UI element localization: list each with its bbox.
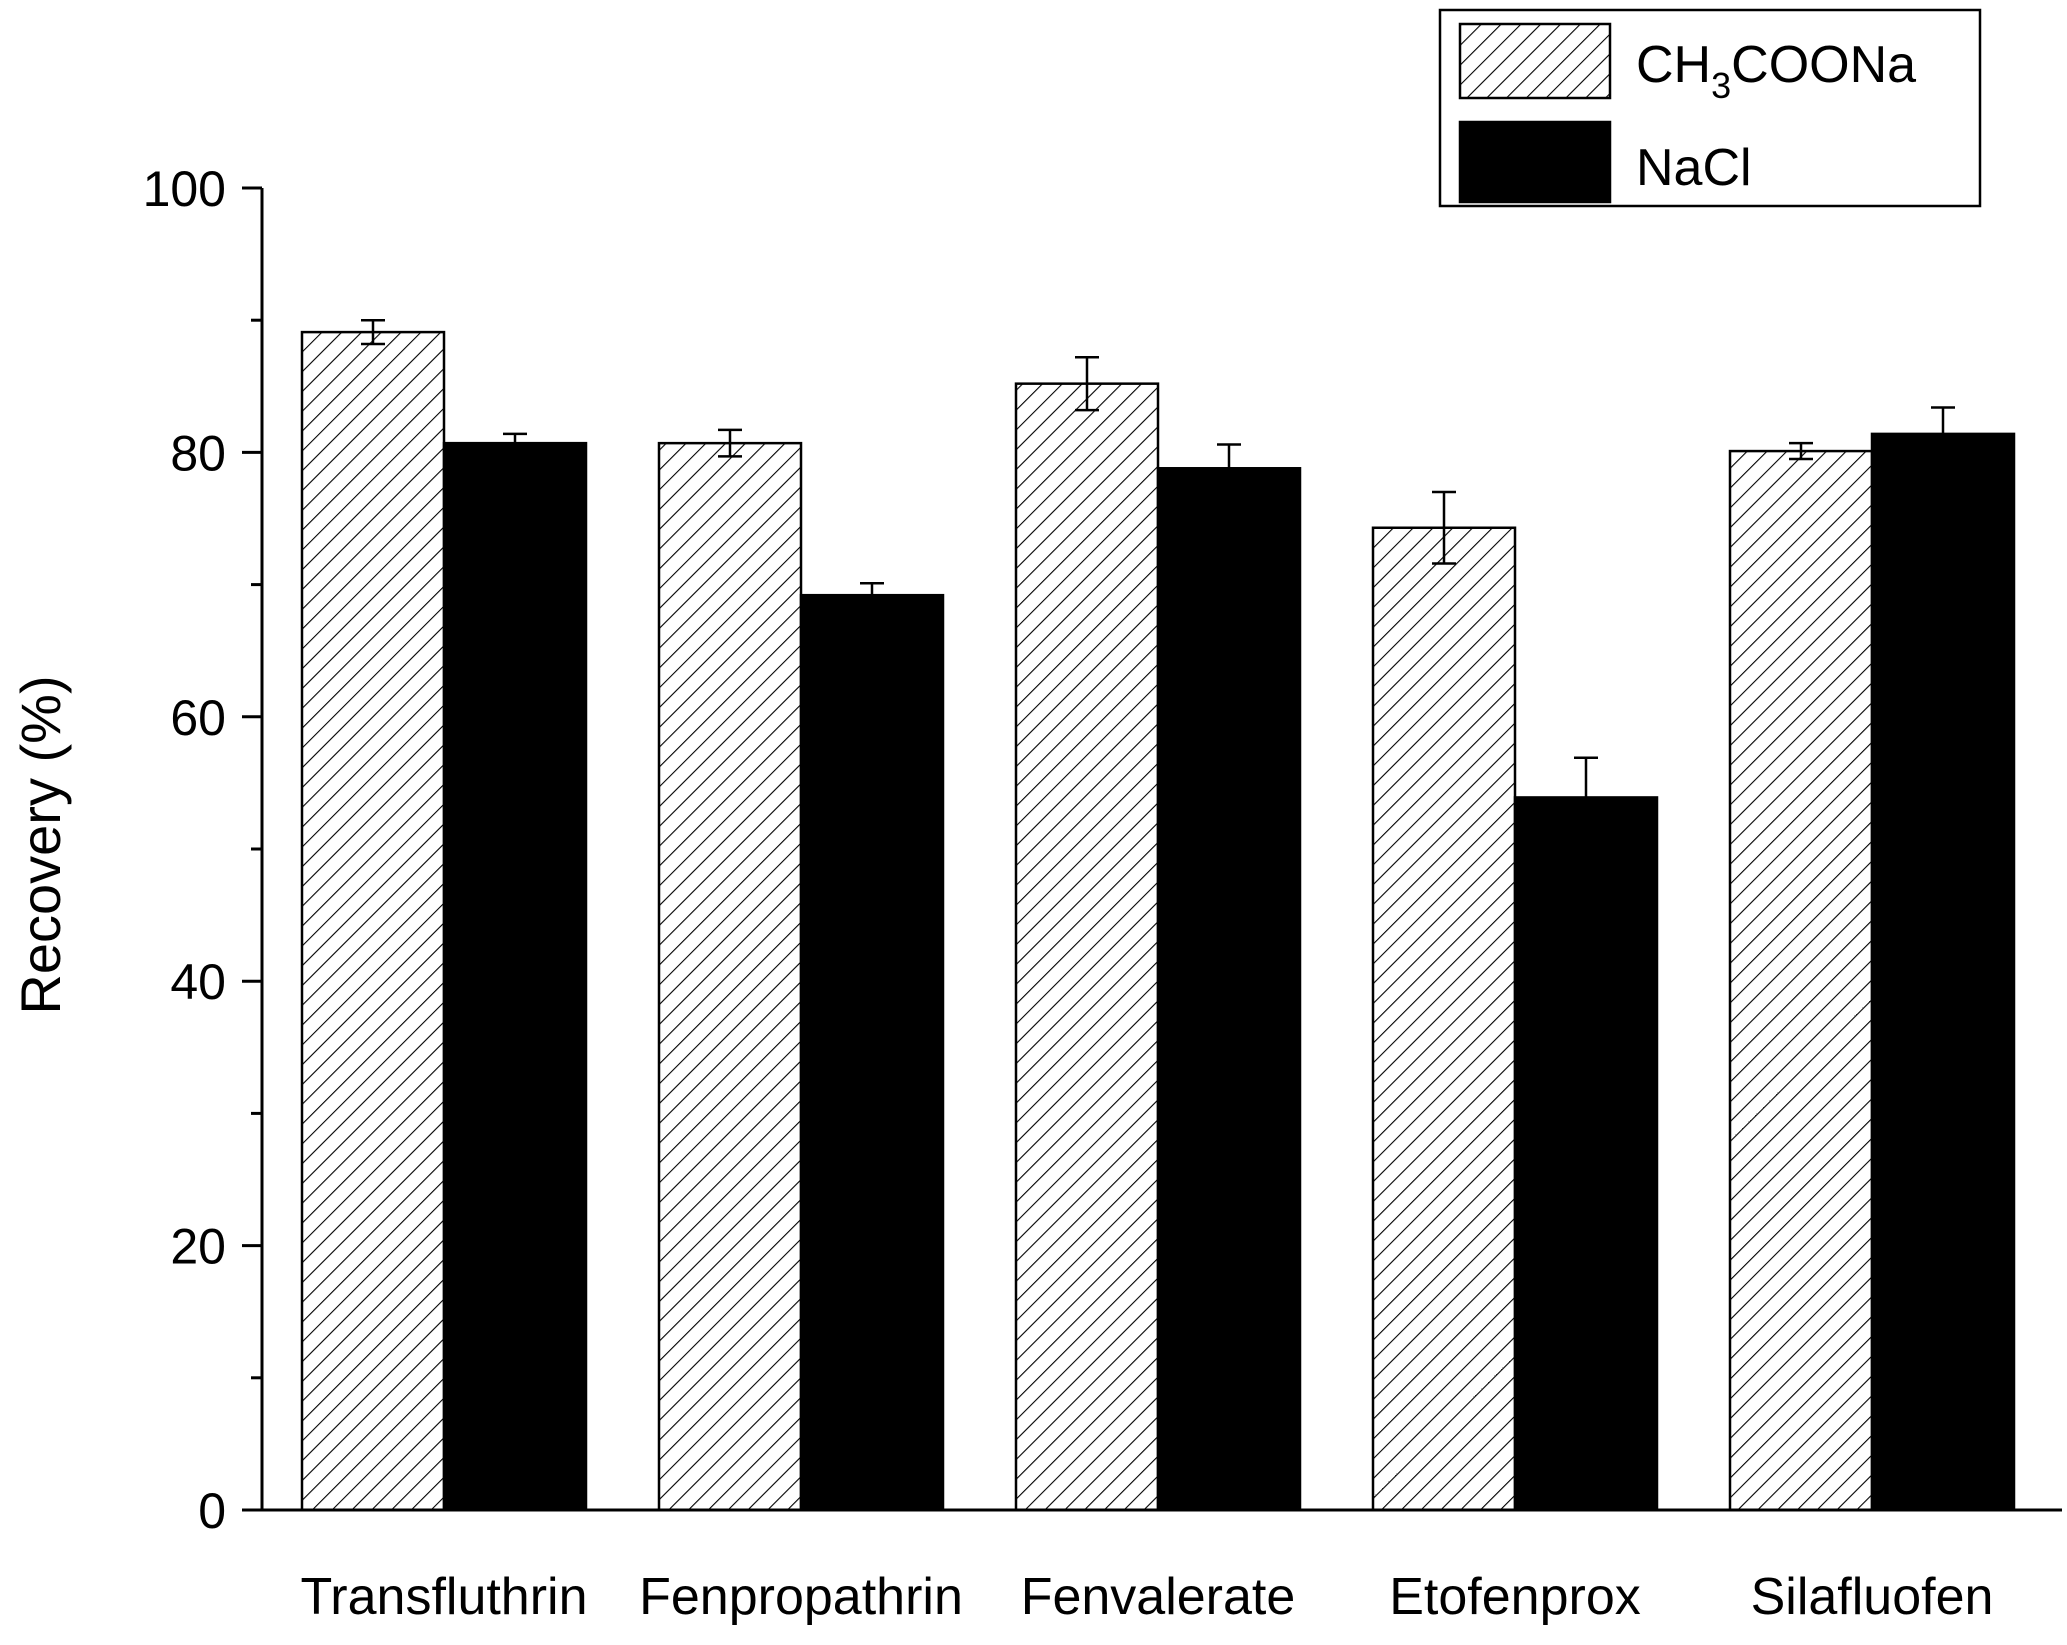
legend: CH3COONa NaCl <box>1438 8 1982 208</box>
y-axis-title: Recovery (%) <box>9 675 72 1014</box>
y-tick-label: 40 <box>170 954 226 1010</box>
legend-swatch-nacl <box>1458 120 1612 204</box>
bar-nacl-silafluofen <box>1870 432 2016 1512</box>
legend-label-ch3coona: CH3COONa <box>1636 36 1916 106</box>
y-tick-label: 100 <box>143 161 226 217</box>
bars-layer <box>300 330 2016 1512</box>
x-tick-labels: Transfluthrin Fenpropathrin Fenvalerate Eto… <box>300 1568 1993 1626</box>
y-tick-label: 80 <box>170 425 226 481</box>
x-tick-label-silafluofen: Silafluofen <box>1751 1568 1994 1626</box>
y-tick-label: 60 <box>170 690 226 746</box>
axes: 0 20 40 60 80 100 Transfluthrin Fenpropathrin F… <box>143 161 2062 1626</box>
legend-label-nacl: NaCl <box>1636 139 1752 197</box>
bar-ch3coona-fenvalerate <box>1014 382 1160 1512</box>
bar-ch3coona-fenpropathrin <box>657 441 803 1512</box>
bar-ch3coona-silafluofen <box>1728 449 1874 1512</box>
x-tick-label-fenpropathrin: Fenpropathrin <box>639 1568 963 1626</box>
bar-ch3coona-etofenprox <box>1371 526 1517 1512</box>
bar-nacl-fenpropathrin <box>799 593 945 1512</box>
y-ticks: 0 20 40 60 80 100 <box>143 161 262 1539</box>
bar-nacl-transfluthrin <box>442 441 588 1512</box>
bar-nacl-fenvalerate <box>1156 467 1302 1512</box>
x-tick-label-transfluthrin: Transfluthrin <box>300 1568 587 1626</box>
bar-nacl-etofenprox <box>1513 796 1659 1512</box>
x-tick-label-etofenprox: Etofenprox <box>1389 1568 1641 1626</box>
legend-swatch-ch3coona <box>1458 22 1612 100</box>
error-bars-layer <box>361 318 1955 839</box>
y-tick-label: 0 <box>198 1483 226 1539</box>
bar-ch3coona-transfluthrin <box>300 330 446 1512</box>
x-tick-label-fenvalerate: Fenvalerate <box>1021 1568 1296 1626</box>
y-tick-label: 20 <box>170 1219 226 1275</box>
